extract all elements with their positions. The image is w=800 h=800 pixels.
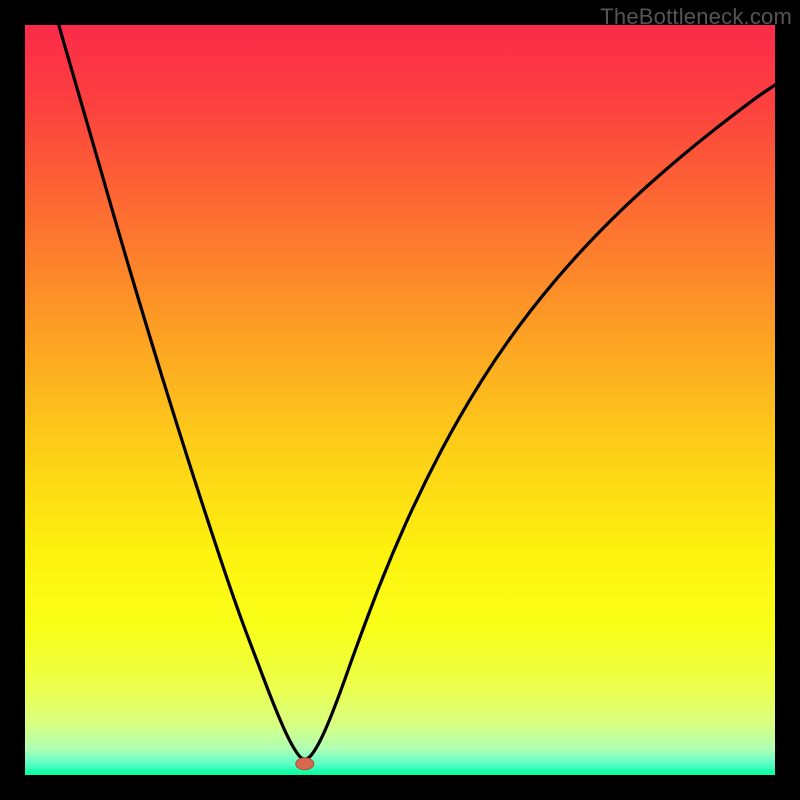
watermark-text: TheBottleneck.com: [600, 4, 792, 30]
bottleneck-chart: [0, 0, 800, 800]
chart-background: [25, 25, 775, 775]
optimal-point-marker: [296, 758, 314, 770]
outer-frame: TheBottleneck.com: [0, 0, 800, 800]
